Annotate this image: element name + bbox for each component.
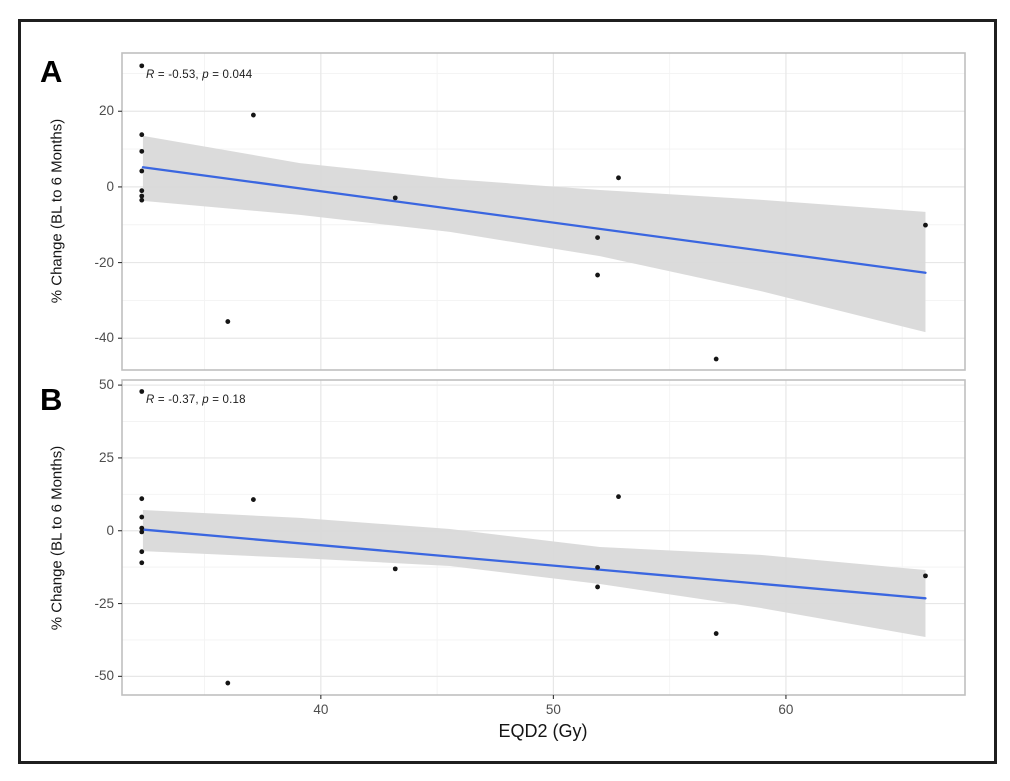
data-point [595, 235, 600, 241]
y-tick-label: -50 [94, 668, 114, 684]
data-point [139, 193, 145, 199]
p-value-a: = 0.044 [208, 69, 253, 81]
data-point [139, 63, 145, 69]
data-point [225, 680, 231, 686]
data-point [139, 496, 145, 502]
data-point [923, 222, 928, 228]
panel-border [121, 379, 966, 696]
y-tick-label: 20 [98, 103, 114, 119]
data-point [713, 356, 719, 362]
p-symbol-a: p [202, 69, 209, 81]
data-point [139, 389, 145, 394]
x-axis-title: EQD2 (Gy) [498, 721, 588, 741]
data-point [139, 529, 145, 535]
regression-line [141, 166, 927, 274]
data-point [595, 565, 600, 570]
y-tick-label: -20 [94, 254, 114, 270]
data-point [392, 195, 398, 201]
x-tick-label: 50 [545, 702, 561, 717]
confidence-band [142, 135, 926, 333]
confidence-band [142, 510, 926, 638]
x-tick-label: 60 [778, 702, 794, 717]
data-point [139, 148, 145, 154]
y-tick-label: -40 [94, 330, 114, 346]
data-point [139, 514, 145, 520]
data-point [250, 112, 256, 118]
data-point [139, 549, 145, 555]
data-point [713, 631, 719, 636]
p-value-b: = 0.18 [208, 394, 246, 406]
data-point [250, 497, 256, 502]
data-point [595, 272, 600, 278]
r-symbol-a: R [146, 69, 155, 81]
data-point [616, 175, 621, 181]
y-tick-label: 0 [106, 178, 114, 194]
data-point [392, 566, 398, 572]
y-tick-label: 50 [98, 377, 114, 393]
panel-label-a: A [40, 54, 63, 89]
data-point [139, 168, 145, 174]
regression-line [141, 528, 927, 600]
x-tick-label: 40 [313, 702, 329, 717]
data-point [139, 197, 145, 203]
r-value-a: = -0.53, [154, 69, 203, 81]
panel-border [121, 52, 966, 371]
chart-panel-b [118, 379, 966, 699]
panel-label-b: B [40, 382, 63, 417]
r-symbol-b: R [146, 394, 155, 406]
data-point [225, 319, 231, 324]
data-point [139, 188, 145, 194]
y-tick-label: 0 [106, 522, 114, 538]
data-point [923, 573, 928, 579]
y-axis-title-a: % Change (BL to 6 Months) [48, 118, 66, 304]
correlation-annotation-b: R = -0.37, p = 0.18 [146, 394, 246, 406]
chart-panel-a [118, 52, 966, 371]
data-point [139, 560, 145, 566]
r-value-b: = -0.37, [154, 394, 203, 406]
p-symbol-b: p [202, 394, 209, 406]
correlation-annotation-a: R = -0.53, p = 0.044 [146, 69, 252, 81]
data-point [616, 494, 621, 500]
y-tick-label: -25 [94, 595, 114, 611]
data-point [595, 584, 600, 590]
data-point [139, 132, 145, 138]
y-axis-title-b: % Change (BL to 6 Months) [48, 445, 66, 631]
y-tick-label: 25 [98, 449, 114, 465]
data-point [139, 525, 145, 531]
